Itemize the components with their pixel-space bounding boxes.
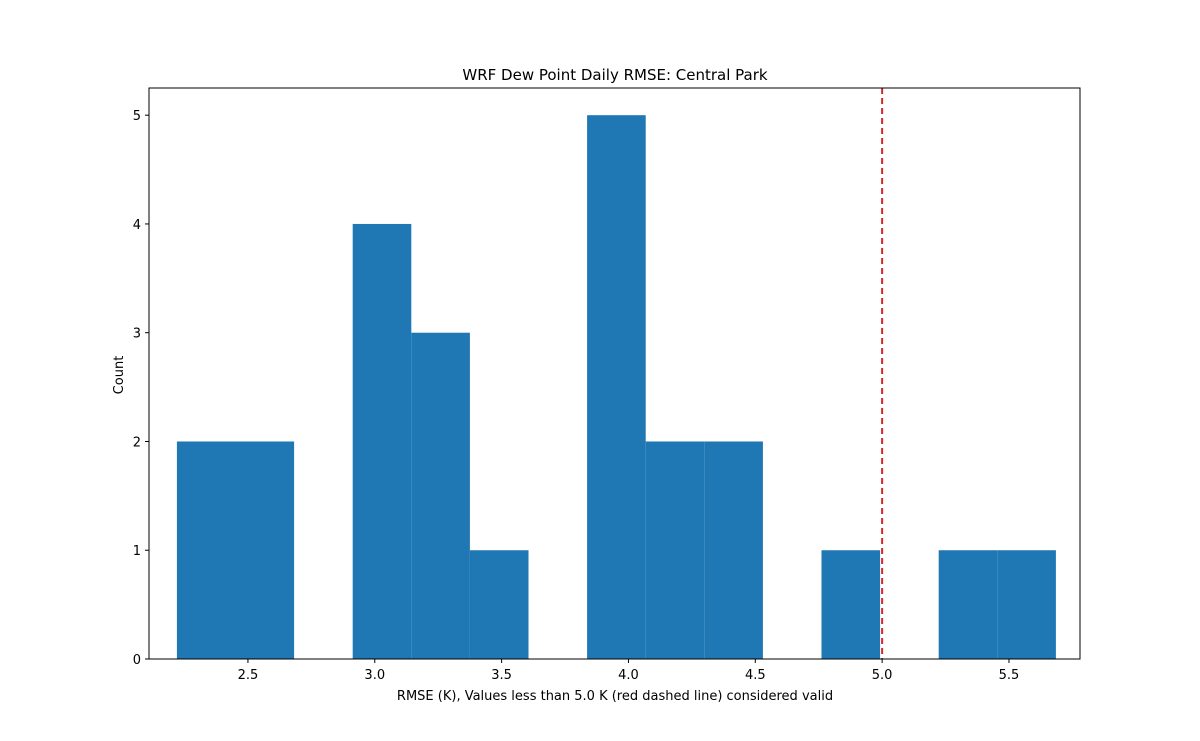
y-tick-label: 3 xyxy=(133,327,141,342)
x-axis-label: RMSE (K), Values less than 5.0 K (red da… xyxy=(397,689,833,704)
y-tick-label: 0 xyxy=(133,653,141,668)
histogram-bar xyxy=(938,550,998,659)
plot-frame xyxy=(148,87,1081,660)
histogram-bar xyxy=(411,332,470,659)
y-tick-label: 1 xyxy=(133,544,141,559)
histogram-bar xyxy=(997,550,1056,659)
histogram-bar xyxy=(821,550,881,659)
x-tick-label: 5.0 xyxy=(872,668,893,683)
chart-title: WRF Dew Point Daily RMSE: Central Park xyxy=(462,66,767,84)
histogram-bar xyxy=(469,550,529,659)
y-tick-label: 2 xyxy=(133,435,141,450)
histogram-bar xyxy=(704,441,763,659)
x-axis: 2.5 3.0 3.5 4.0 4.5 5.0 5.5 xyxy=(238,659,1020,683)
x-tick-label: 5.5 xyxy=(999,668,1020,683)
histogram-bar xyxy=(235,441,295,659)
bars-group xyxy=(176,115,1056,659)
y-tick-label: 4 xyxy=(133,218,141,233)
histogram-bar xyxy=(352,223,412,659)
x-tick-label: 3.5 xyxy=(491,668,512,683)
histogram-bar xyxy=(587,115,646,659)
y-tick-label: 5 xyxy=(133,109,141,124)
x-tick-label: 3.0 xyxy=(364,668,385,683)
x-tick-label: 4.5 xyxy=(745,668,766,683)
histogram-bar xyxy=(176,441,236,659)
y-axis-label: Count xyxy=(112,356,127,395)
y-axis: 0 1 2 3 4 5 xyxy=(133,109,149,668)
histogram-bar xyxy=(645,441,705,659)
x-tick-label: 2.5 xyxy=(238,668,259,683)
x-tick-label: 4.0 xyxy=(618,668,639,683)
